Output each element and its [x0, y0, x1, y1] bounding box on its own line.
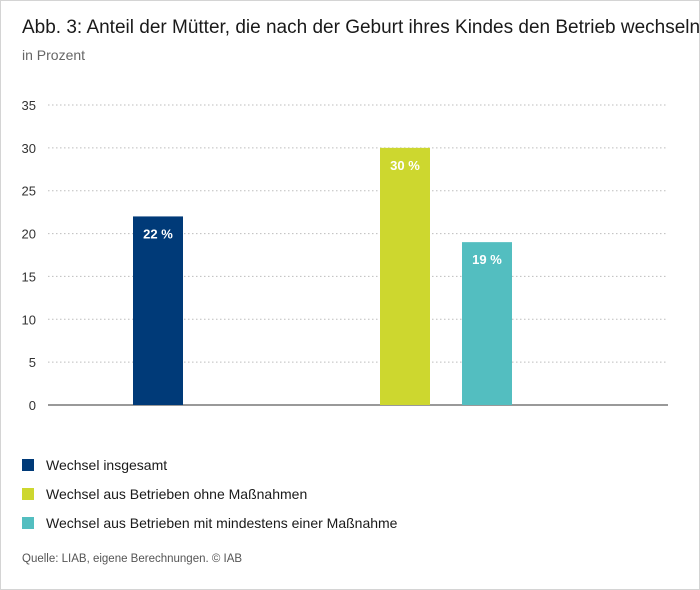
legend-item: Wechsel insgesamt — [22, 450, 397, 479]
chart-title: Abb. 3: Anteil der Mütter, die nach der … — [22, 17, 700, 38]
bar-value-label: 22 % — [143, 226, 173, 241]
legend-label: Wechsel aus Betrieben mit mindestens ein… — [46, 514, 398, 531]
legend-swatch — [22, 516, 34, 529]
chart-subtitle: in Prozent — [22, 47, 86, 63]
legend: Wechsel insgesamt Wechsel aus Betrieben … — [22, 450, 397, 537]
legend-label: Wechsel insgesamt — [46, 456, 168, 473]
bar — [462, 242, 512, 405]
legend-item: Wechsel aus Betrieben ohne Maßnahmen — [22, 479, 397, 508]
bar-chart: 0 5 10 15 20 25 30 35 22 % 30 % 19 % — [22, 98, 668, 413]
bar — [133, 216, 183, 405]
y-tick-label: 0 — [29, 398, 36, 413]
y-tick-label: 25 — [22, 184, 36, 199]
y-tick-label: 35 — [22, 98, 36, 113]
y-tick-label: 15 — [22, 269, 36, 284]
bar-value-label: 30 % — [390, 158, 420, 173]
y-tick-label: 10 — [22, 312, 36, 327]
legend-label: Wechsel aus Betrieben ohne Maßnahmen — [46, 485, 308, 502]
legend-swatch — [22, 458, 34, 471]
source-note: Quelle: LIAB, eigene Berechnungen. © IAB — [22, 553, 243, 565]
y-tick-label: 30 — [22, 141, 36, 156]
bar — [380, 147, 430, 405]
legend-swatch — [22, 487, 34, 500]
y-tick-label: 20 — [22, 227, 36, 242]
y-tick-label: 5 — [29, 355, 36, 370]
bar-value-label: 19 % — [472, 252, 502, 267]
legend-item: Wechsel aus Betrieben mit mindestens ein… — [22, 508, 397, 537]
